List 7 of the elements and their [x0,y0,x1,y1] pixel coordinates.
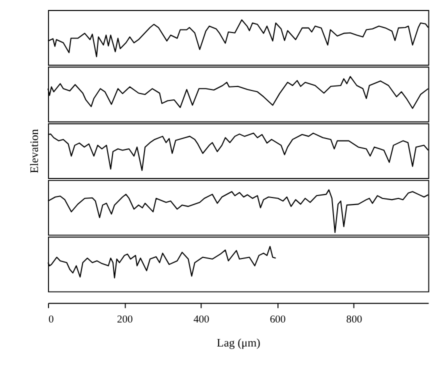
x-tick-label: 400 [193,314,210,326]
x-axis-title: Lag (μm) [216,338,261,350]
y-axis-title: Elevation [28,128,41,174]
x-tick-label: 600 [270,314,286,326]
x-tick-label: 0 [48,314,54,326]
x-tick-label: 800 [346,314,362,326]
x-tick-label: 200 [117,314,133,326]
